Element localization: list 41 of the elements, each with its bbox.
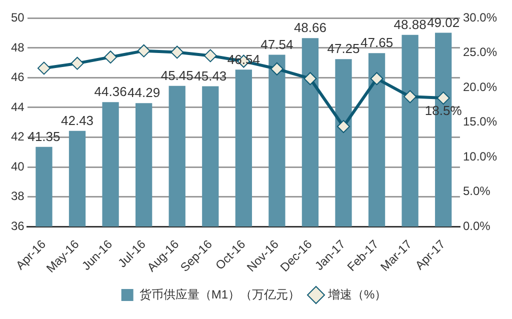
- y-tick-label: 44: [10, 100, 25, 114]
- data-label: 41.35: [28, 128, 60, 144]
- y2-tick-label: 10.0%: [462, 149, 498, 164]
- legend-label: 增速（%）: [327, 287, 387, 302]
- data-label: 47.54: [260, 36, 294, 52]
- data-label: 44.29: [128, 85, 160, 100]
- y2-tick-label: 30.0%: [462, 10, 498, 25]
- point: [304, 72, 317, 86]
- data-label: 42.43: [60, 112, 94, 128]
- data-label: 44.36: [94, 84, 127, 100]
- point: [137, 44, 150, 58]
- data-label: 48.88: [394, 16, 426, 32]
- point: [37, 62, 50, 75]
- y-tick-label: 48: [10, 40, 25, 54]
- point: [270, 62, 284, 76]
- point: [337, 120, 350, 134]
- y-tick-label: 46: [10, 70, 25, 84]
- point: [436, 92, 450, 105]
- y-tick-label: 42: [10, 130, 25, 144]
- point: [70, 56, 84, 70]
- point: [370, 72, 384, 86]
- y-tick-label: 36: [10, 218, 25, 233]
- point: [170, 46, 184, 59]
- data-label: 48.66: [294, 20, 326, 36]
- y2-tick-label: 20.0%: [462, 80, 498, 94]
- y-tick-label: 50: [10, 10, 25, 25]
- data-label: 45.43: [194, 68, 227, 84]
- data-label: 47.65: [360, 35, 394, 50]
- y-tick-label: 38: [10, 189, 25, 204]
- data-label: 45.45: [160, 68, 194, 83]
- y2-tick-label: 5.0%: [462, 184, 491, 198]
- data-label: 47.25: [327, 41, 360, 56]
- point: [404, 90, 417, 104]
- y-tick-label: 40: [10, 159, 25, 174]
- y2-tick-label: 25.0%: [462, 45, 498, 60]
- legend-label: 货币供应量（M1）（万亿元）: [139, 287, 300, 302]
- data-label: 49.02: [427, 14, 460, 30]
- y2-tick-label: 15.0%: [462, 114, 498, 129]
- point: [204, 49, 217, 62]
- point: [104, 50, 118, 64]
- y2-tick-label: 0.0%: [462, 218, 491, 233]
